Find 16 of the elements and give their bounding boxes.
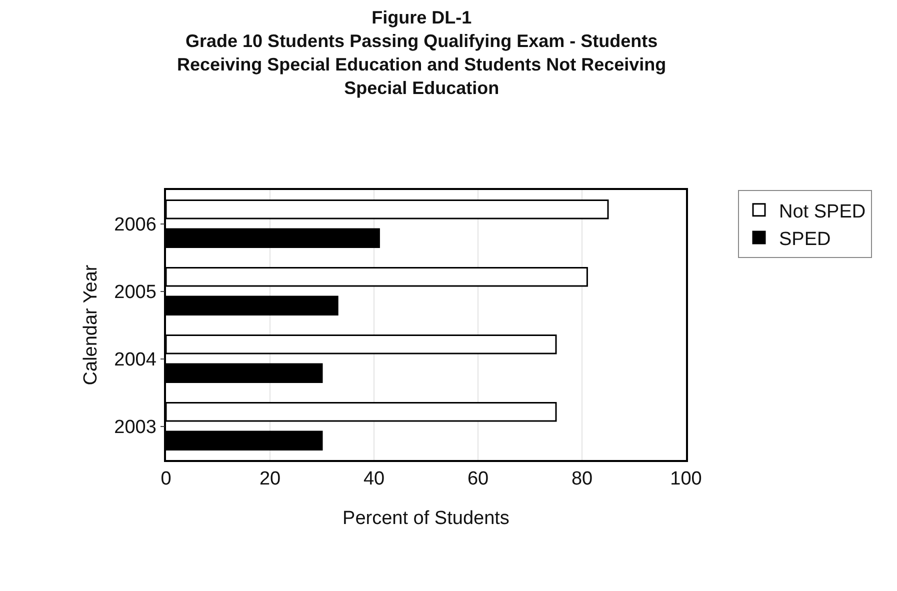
x-tick-label: 100	[670, 468, 702, 490]
chart-title: Figure DL-1	[372, 8, 472, 28]
legend-label: SPED	[779, 228, 831, 250]
y-tick-label: 2003	[114, 416, 156, 438]
chart-subtitle: Grade 10 Students Passing Qualifying Exam - Students Receiving Special Education and Students Not Receiving Special Education	[177, 31, 666, 98]
legend-label: Not SPED	[779, 201, 866, 222]
x-axis-title: Percent of Students	[342, 508, 510, 529]
x-tick-label: 40	[363, 468, 385, 490]
y-axis-title: Calendar Year	[80, 264, 102, 386]
x-tick-label: 20	[259, 468, 281, 490]
y-tick-label: 2005	[114, 282, 156, 303]
x-tick-label: 60	[467, 468, 489, 490]
y-tick-label: 2004	[114, 349, 157, 370]
x-tick-label: 80	[571, 468, 593, 490]
x-tick-label: 0	[160, 468, 172, 490]
y-tick-label: 2006	[114, 214, 156, 236]
